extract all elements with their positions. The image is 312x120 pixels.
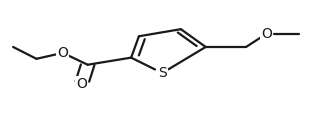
Text: O: O (261, 27, 272, 41)
Text: O: O (57, 46, 68, 60)
Text: S: S (158, 66, 167, 80)
Text: O: O (76, 77, 87, 91)
